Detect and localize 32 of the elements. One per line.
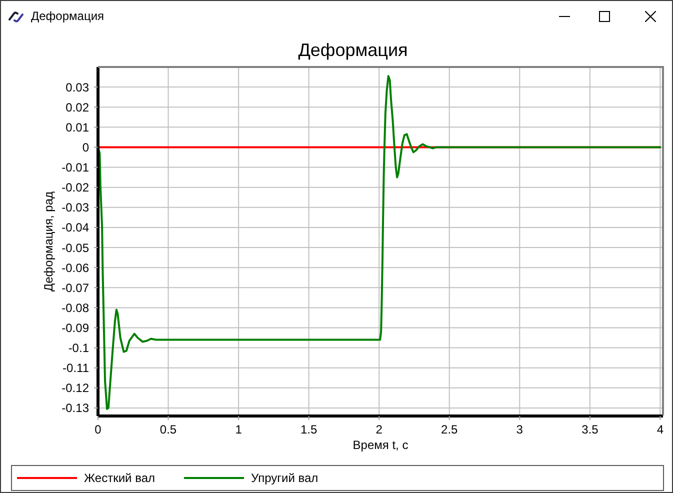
y-tick-label: 0 <box>82 140 90 154</box>
y-tick-label: -0.03 <box>62 200 90 215</box>
chart-title: Деформация <box>297 40 409 61</box>
x-tick-label: 3.5 <box>582 422 599 437</box>
x-tick-label: 1 <box>235 422 242 437</box>
y-tick-label: -0.05 <box>62 240 90 255</box>
x-tick-label: 0 <box>94 422 102 437</box>
x-tick-label: 2 <box>376 422 383 437</box>
y-tick-label: 0.02 <box>66 100 90 114</box>
legend-label: Упругий вал <box>251 471 318 485</box>
y-tick-label: -0.09 <box>62 321 90 336</box>
y-axis-title: Деформация, рад <box>41 191 56 292</box>
y-tick-label: -0.12 <box>62 381 90 396</box>
x-tick-label: 3 <box>516 422 524 437</box>
y-tick-label: 0.01 <box>66 120 90 134</box>
x-tick-label: 1.5 <box>300 422 318 437</box>
y-tick-label: -0.1 <box>68 341 90 356</box>
y-tick-label: -0.04 <box>62 220 90 235</box>
y-tick-label: -0.07 <box>62 280 90 295</box>
legend-label: Жесткий вал <box>84 471 156 485</box>
y-tick-label: -0.06 <box>62 260 90 275</box>
y-tick-label: 0.03 <box>66 80 90 94</box>
y-tick-label: -0.11 <box>62 361 90 376</box>
y-tick-label: -0.02 <box>62 180 90 195</box>
x-tick-label: 2.5 <box>441 422 458 437</box>
x-tick-label: 4 <box>656 422 664 437</box>
x-tick-label: 0.5 <box>160 422 177 437</box>
x-axis-title: Время t, с <box>352 438 408 452</box>
y-tick-label: -0.08 <box>62 300 90 315</box>
y-tick-label: -0.01 <box>62 160 90 175</box>
text: Деформация <box>31 9 104 23</box>
y-tick-label: -0.13 <box>62 401 90 416</box>
